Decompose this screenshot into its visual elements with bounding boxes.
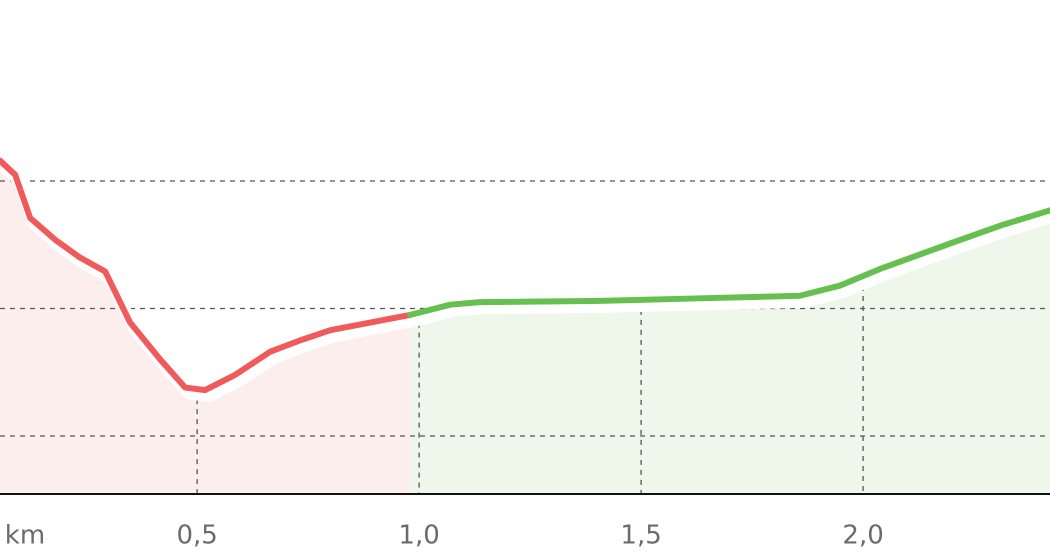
x-tick-label: 0,5: [176, 521, 217, 551]
x-tick-label: 1,0: [398, 521, 439, 551]
area-fill: [410, 210, 1050, 494]
elevation-line: [0, 157, 414, 394]
x-tick-label: 1,5: [620, 521, 661, 551]
line-halo: [412, 211, 1050, 327]
area-fill: [0, 160, 411, 494]
elevation-line: [407, 207, 1050, 318]
x-tick-label: 2,0: [842, 521, 883, 551]
x-axis-label: km: [5, 521, 45, 551]
